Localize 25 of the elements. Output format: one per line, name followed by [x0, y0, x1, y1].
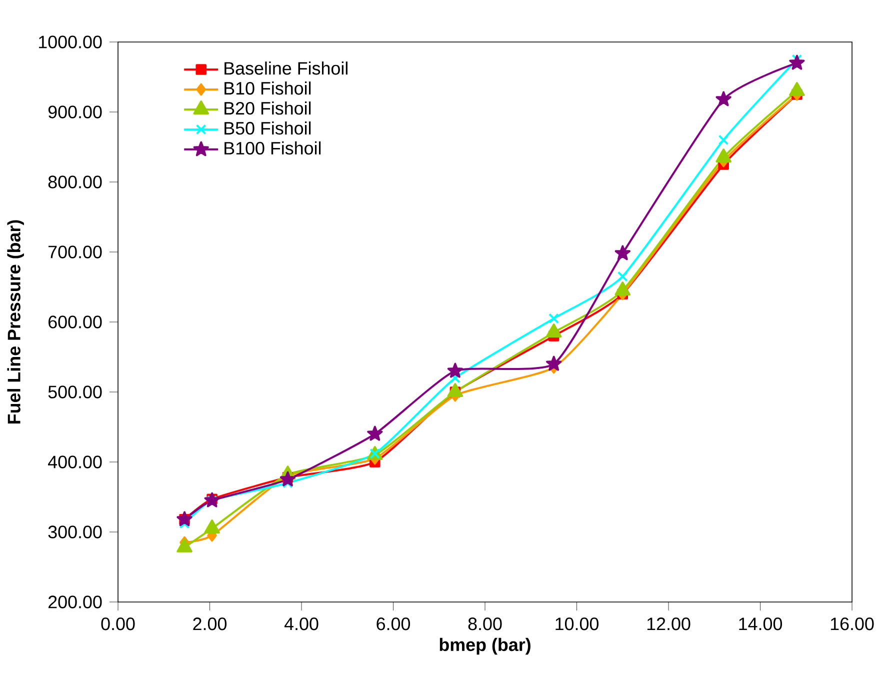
y-tick-label: 800.00: [48, 176, 102, 188]
x-tick-label: 2.00: [193, 618, 227, 630]
x-tick-label: 16.00: [830, 618, 874, 630]
x-tick-label: 6.00: [376, 618, 410, 630]
legend-label: B10 Fishoil: [224, 82, 311, 95]
x-tick-label: 10.00: [556, 618, 599, 630]
y-tick-label: 900.00: [48, 106, 102, 118]
y-tick-label: 1000.00: [39, 36, 102, 48]
legend-label: B50 Fishoil: [224, 121, 311, 135]
y-tick-label: 200.00: [48, 596, 102, 608]
x-axis-title: bmep (bar): [440, 638, 530, 655]
y-tick-label: 400.00: [48, 456, 102, 468]
y-tick-label: 600.00: [48, 316, 102, 328]
y-tick-label: 500.00: [48, 386, 102, 398]
x-tick-label: 12.00: [647, 618, 690, 630]
x-tick-label: 14.00: [739, 618, 782, 630]
y-tick-label: 300.00: [48, 526, 102, 538]
y-tick-label: 700.00: [48, 246, 102, 258]
legend-label: Baseline Fishoil: [224, 62, 348, 75]
x-tick-label: 8.00: [468, 618, 502, 630]
x-tick-label: 4.00: [284, 618, 318, 630]
legend-label: B20 Fishoil: [224, 101, 311, 115]
legend-label: B100 Fishoil: [224, 141, 321, 155]
x-tick-label: 0.00: [101, 618, 135, 630]
y-axis-title: Fuel Line Pressure (bar): [7, 220, 24, 424]
